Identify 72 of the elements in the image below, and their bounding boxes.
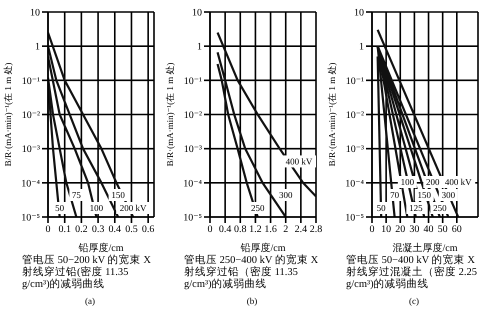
series-label: 150 xyxy=(418,190,432,200)
series-label: 400 kV xyxy=(286,156,313,166)
y-tick-label: 10⁻⁵ xyxy=(21,212,40,224)
y-tick-label: 10⁻⁵ xyxy=(183,212,202,224)
text: (b) xyxy=(246,295,258,307)
x-tick-label: 0.2 xyxy=(75,224,88,236)
y-tick-label: 10⁻¹ xyxy=(184,76,202,87)
y-tick-label: 10 xyxy=(192,8,202,19)
y-axis-title: B/R·(mA·min)⁻¹(在 1 m 处) xyxy=(327,62,337,166)
y-axis-title: B/R·(mA·min)⁻¹(在 1 m 处) xyxy=(3,62,13,166)
x-tick-label: 60 xyxy=(452,224,462,236)
x-tick-label: 0.8 xyxy=(234,224,247,236)
text: (a) xyxy=(84,295,96,307)
series-label: 200 xyxy=(426,177,440,187)
y-tick-label: 10⁻¹ xyxy=(346,76,364,87)
text: 管电压 50−200 kV 的宽束 X 射线穿过铅(密度 11.35 g/cm³)的减弱曲线 xyxy=(21,255,152,291)
x-axis-title: 混凝土厚度/cm xyxy=(392,242,458,254)
y-tick-label: 10 xyxy=(354,8,364,19)
series-label: 50 xyxy=(55,203,65,213)
x-tick-label: 10 xyxy=(381,224,392,236)
x-tick-label: 2.8 xyxy=(310,224,322,236)
x-tick-label: 50 xyxy=(438,224,448,236)
series-label: 100 xyxy=(400,177,415,187)
x-tick-label: 1.2 xyxy=(249,224,262,236)
x-tick-label: 2 xyxy=(283,224,288,236)
y-tick-label: 10⁻³ xyxy=(184,144,202,156)
y-tick-label: 1 xyxy=(197,42,202,53)
x-tick-label: 0.5 xyxy=(125,224,138,236)
x-tick-label: 1.6 xyxy=(264,224,277,236)
y-tick-label: 10⁻³ xyxy=(346,144,364,156)
series-label: 100 xyxy=(90,203,104,213)
text: 管电压 50−400 kV 的宽束 X 射线穿过混凝土（密度 2.25 g/cm³)的减弱曲线 xyxy=(345,255,478,291)
x-tick-label: 0.6 xyxy=(142,224,154,236)
series-label: 250 xyxy=(250,203,265,213)
series-label: 150 xyxy=(111,190,126,200)
series-label: 70 xyxy=(390,190,400,200)
x-tick-label: 0 xyxy=(46,224,50,236)
y-axis-title: B/R·(mA·min)⁻¹(在 1 m 处) xyxy=(165,62,175,166)
series-label: 75 xyxy=(72,190,82,200)
x-tick-label: 30 xyxy=(409,224,420,236)
x-tick-label: 0.4 xyxy=(218,224,232,236)
x-tick-label: 0.4 xyxy=(108,224,122,236)
series-label: 400 kV xyxy=(444,177,472,187)
x-axis-title: 铅厚度/cm xyxy=(78,242,124,254)
series-label: 200 kV xyxy=(120,203,148,213)
x-tick-label: 20 xyxy=(395,224,406,236)
x-tick-label: 0.1 xyxy=(58,224,71,236)
text: (c) xyxy=(408,295,420,307)
y-tick-label: 10 xyxy=(30,8,40,19)
y-tick-label: 10⁻⁴ xyxy=(345,178,365,190)
y-tick-label: 10⁻¹ xyxy=(22,76,40,87)
x-tick-label: 0 xyxy=(208,224,212,236)
series-label: 300 xyxy=(442,190,456,200)
text: 管电压 250−400 kV 的宽束 X 射线穿过铅（密度 11.35 g/cm³)的减弱曲线 xyxy=(183,255,320,291)
series-label: 300 xyxy=(278,190,293,200)
y-tick-label: 10⁻⁵ xyxy=(345,212,364,224)
y-tick-label: 10⁻⁴ xyxy=(183,178,203,190)
series-label: 250 xyxy=(433,203,448,213)
y-tick-label: 1 xyxy=(359,42,364,53)
x-tick-label: 0 xyxy=(370,224,374,236)
y-tick-label: 10⁻² xyxy=(184,110,202,122)
y-tick-label: 10⁻³ xyxy=(22,144,40,156)
x-tick-label: 0.3 xyxy=(92,224,104,236)
x-axis-title: 铅厚度/cm xyxy=(240,242,286,254)
x-tick-label: 2.4 xyxy=(294,224,308,236)
y-tick-label: 10⁻⁴ xyxy=(21,178,41,190)
y-tick-label: 10⁻² xyxy=(22,110,40,122)
series-label: 125 xyxy=(409,203,424,213)
series-label: 50 xyxy=(376,203,386,213)
x-tick-label: 40 xyxy=(424,224,434,236)
y-tick-label: 1 xyxy=(35,42,40,53)
y-tick-label: 10⁻² xyxy=(346,110,364,122)
